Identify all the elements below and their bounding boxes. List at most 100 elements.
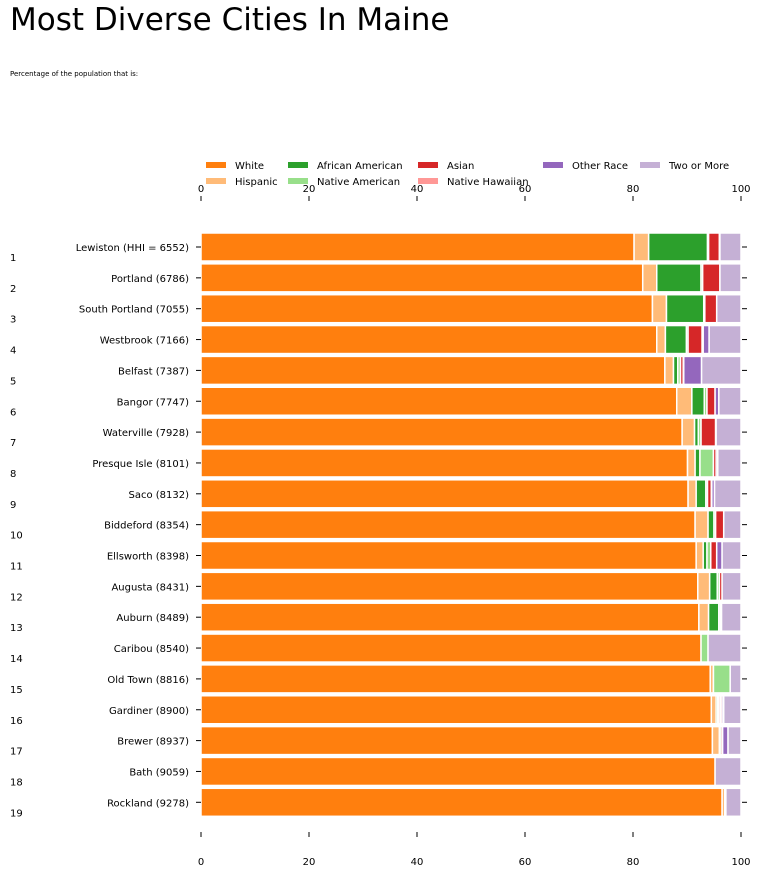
city-label: Saco (8132) (128, 490, 189, 501)
top-x-tick-label: 40 (411, 184, 424, 195)
bar-segment-hispanic (675, 386, 693, 416)
bottom-x-tick-label: 80 (627, 857, 640, 868)
bar-segment-two-or-more (719, 232, 742, 262)
bar-segment-two-or-more (715, 293, 742, 324)
bottom-x-tick-label: 0 (198, 857, 204, 868)
city-label: Auburn (8489) (116, 613, 189, 624)
bar-segment-hispanic (641, 263, 658, 293)
bar-segment-white (200, 787, 723, 818)
rank-label: 2 (10, 284, 16, 295)
bar-segment-african-american (656, 263, 702, 293)
bar-segment-asian (710, 540, 718, 571)
bar-segment-white (200, 695, 713, 725)
rank-label: 15 (10, 685, 23, 696)
legend: White Hispanic African American Native Amer… (206, 161, 729, 188)
bar-segment-african-american (708, 571, 718, 602)
bar-row (196, 571, 747, 602)
legend-label-native-hawaiian: Native Hawaiian (447, 177, 529, 188)
bar-segment-white (200, 293, 654, 324)
bar-segment-two-or-more (720, 602, 742, 632)
bar-segment-hispanic (695, 540, 704, 571)
bar-segment-hispanic (651, 293, 668, 324)
city-label: Westbrook (7166) (100, 336, 189, 347)
bar-segment-other-race (721, 725, 729, 756)
bar-segment-african-american (691, 386, 706, 416)
rank-label: 13 (10, 623, 23, 634)
bar-segment-asian (706, 386, 716, 416)
top-x-tick-label: 0 (198, 184, 204, 195)
bar-row (196, 386, 747, 416)
bar-segment-african-american (707, 509, 715, 540)
chart-subtitle: Percentage of the population that is: (10, 70, 139, 78)
rank-label: 4 (10, 346, 16, 357)
bars (196, 232, 747, 818)
bar-row (196, 787, 747, 818)
bar-segment-asian (701, 263, 721, 293)
city-label: Portland (6786) (111, 274, 189, 285)
rank-label: 19 (10, 808, 23, 819)
legend-label-native-american: Native American (317, 177, 400, 188)
bar-row (196, 417, 747, 447)
legend-swatch-white (206, 162, 226, 168)
bar-segment-hispanic (694, 509, 709, 540)
legend-swatch-asian (418, 162, 438, 168)
bottom-x-tick-label: 20 (303, 857, 316, 868)
bar-segment-hispanic (681, 417, 696, 447)
rank-label: 9 (10, 500, 16, 511)
rank-label: 5 (10, 376, 16, 387)
bar-segment-hispanic (698, 602, 710, 632)
legend-label-two-or-more: Two or More (668, 161, 729, 172)
rank-label: 18 (10, 777, 23, 788)
bar-segment-two-or-more (725, 787, 742, 818)
bar-segment-two-or-more (715, 417, 742, 447)
bar-segment-white (200, 479, 689, 509)
legend-swatch-other-race (543, 162, 563, 168)
top-x-tick-label: 80 (627, 184, 640, 195)
bar-segment-white (200, 324, 658, 355)
city-label: South Portland (7055) (79, 305, 189, 316)
bar-segment-asian (704, 293, 718, 324)
bar-segment-white (200, 509, 696, 540)
rank-label: 8 (10, 469, 16, 480)
city-label: Bangor (7747) (117, 397, 189, 408)
bar-segment-native-american (712, 664, 731, 694)
bar-segment-hispanic (633, 232, 650, 262)
city-label: Biddeford (8354) (104, 521, 189, 532)
bar-segment-native-american (700, 633, 709, 663)
bar-row (196, 602, 747, 632)
bar-segment-african-american (707, 602, 720, 632)
bar-segment-white (200, 540, 697, 571)
bar-row (196, 509, 747, 540)
bottom-x-axis: 0 20 40 60 80 100 (198, 832, 751, 868)
bar-segment-two-or-more (714, 756, 742, 787)
legend-swatch-hispanic (206, 178, 226, 184)
bar-row (196, 448, 747, 478)
bar-segment-hispanic (687, 479, 697, 509)
bar-segment-white (200, 355, 666, 386)
y-axis-labels: Lewiston (HHI = 6552) Portland (6786) Sout… (76, 243, 189, 809)
top-x-tick-label: 20 (303, 184, 316, 195)
bar-segment-two-or-more (713, 479, 742, 509)
legend-swatch-african-american (288, 162, 308, 168)
bar-segment-two-or-more (721, 571, 742, 602)
bar-segment-african-american (664, 324, 688, 355)
bar-row (196, 664, 747, 694)
bar-segment-two-or-more (727, 725, 742, 756)
bar-segment-hispanic (656, 324, 667, 355)
bar-segment-two-or-more (719, 263, 742, 293)
bar-segment-african-american (665, 293, 705, 324)
bar-segment-white (200, 571, 699, 602)
bar-segment-white (200, 417, 683, 447)
bar-segment-white (200, 263, 644, 293)
city-label: Gardiner (8900) (109, 706, 189, 717)
top-x-tick-label: 60 (519, 184, 532, 195)
bar-segment-two-or-more (721, 540, 742, 571)
bar-row (196, 232, 747, 262)
bar-segment-native-american (699, 448, 715, 478)
bottom-x-tick-label: 40 (411, 857, 424, 868)
bar-segment-white (200, 725, 714, 756)
rank-label: 17 (10, 747, 23, 758)
city-label: Brewer (8937) (117, 737, 189, 748)
bar-row (196, 263, 747, 293)
